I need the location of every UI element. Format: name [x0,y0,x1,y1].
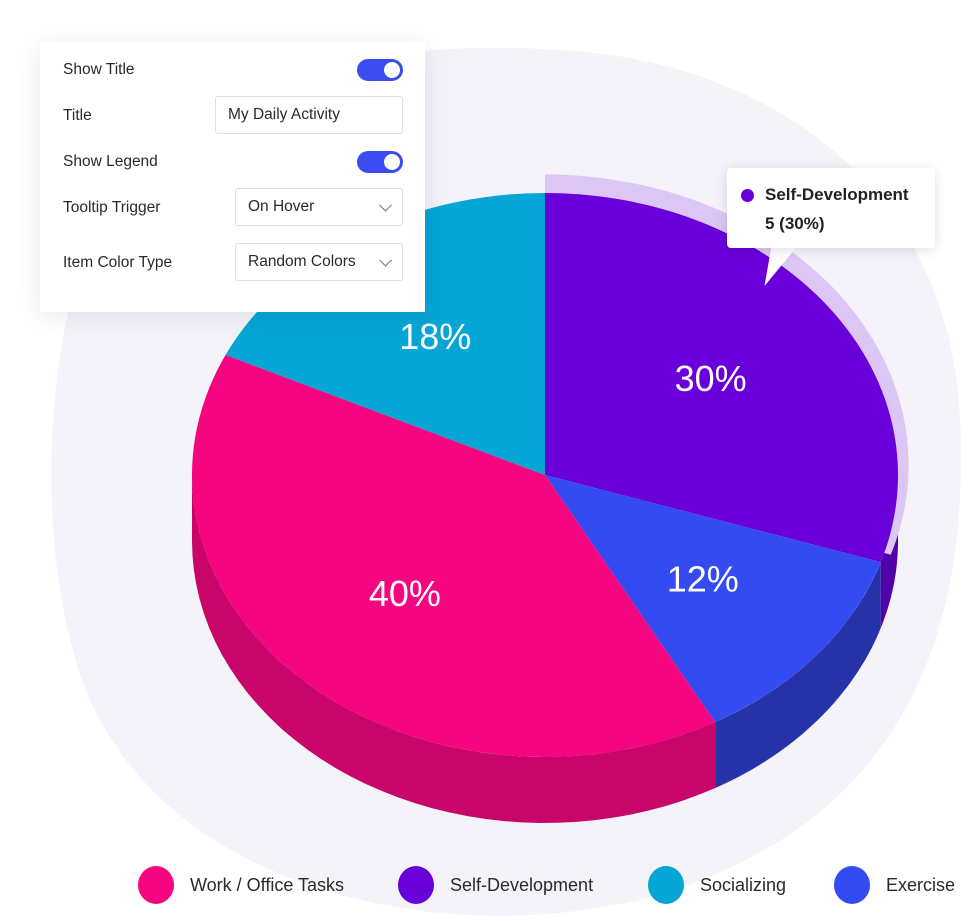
pie-slice-exercise[interactable] [545,475,881,723]
show-legend-label: Show Legend [63,153,158,170]
chart-tooltip: Self-Development 5 (30%) [727,168,935,248]
pie-slice-socializing[interactable] [225,193,545,475]
legend-swatch [834,866,870,904]
pie-slice-side-2 [192,475,716,823]
toggle-knob [384,62,400,78]
legend-label: Exercise [886,874,956,895]
legend-label: Work / Office Tasks [190,874,345,895]
legend-swatch [648,866,684,904]
pie-slice-work-office-tasks[interactable] [192,354,716,757]
legend-swatch [138,866,174,904]
tooltip-series-name: Self-Development [765,185,909,204]
item-color-type-label: Item Color Type [63,254,173,271]
settings-panel: Show Title Title My Daily Activity Show … [40,42,425,312]
show-title-toggle[interactable] [357,59,403,81]
item-color-type-select[interactable]: Random Colors [235,243,403,281]
legend-item-work[interactable]: Work / Office Tasks [138,866,344,904]
title-label: Title [63,107,92,124]
pie-slice-side-1 [715,562,881,789]
tooltip-trigger-value: On Hover [248,198,315,215]
toggle-knob [384,154,400,170]
chevron-down-icon [379,198,392,212]
title-input[interactable]: My Daily Activity [215,96,403,134]
data-label: 18% [399,316,471,357]
legend-label: Socializing [700,874,787,895]
legend-item-exercise[interactable]: Exercise [834,866,955,904]
tooltip-value: 5 (30%) [765,214,825,233]
data-label: 40% [369,573,441,614]
legend-swatch [398,866,434,904]
show-title-label: Show Title [63,61,135,78]
item-color-type-value: Random Colors [248,253,356,270]
chart-legend: Work / Office Tasks Self-Development Soc… [0,866,977,906]
pie-slice-self-development[interactable] [545,193,899,563]
chevron-down-icon [379,253,392,267]
legend-item-socializing[interactable]: Socializing [648,866,786,904]
data-label: 30% [675,358,747,399]
tooltip-color-dot [741,189,754,202]
tooltip-trigger-select[interactable]: On Hover [235,188,403,226]
legend-item-self-development[interactable]: Self-Development [398,866,593,904]
show-legend-toggle[interactable] [357,151,403,173]
tooltip-trigger-label: Tooltip Trigger [63,199,161,216]
data-label: 12% [667,558,739,599]
legend-label: Self-Development [450,874,594,895]
